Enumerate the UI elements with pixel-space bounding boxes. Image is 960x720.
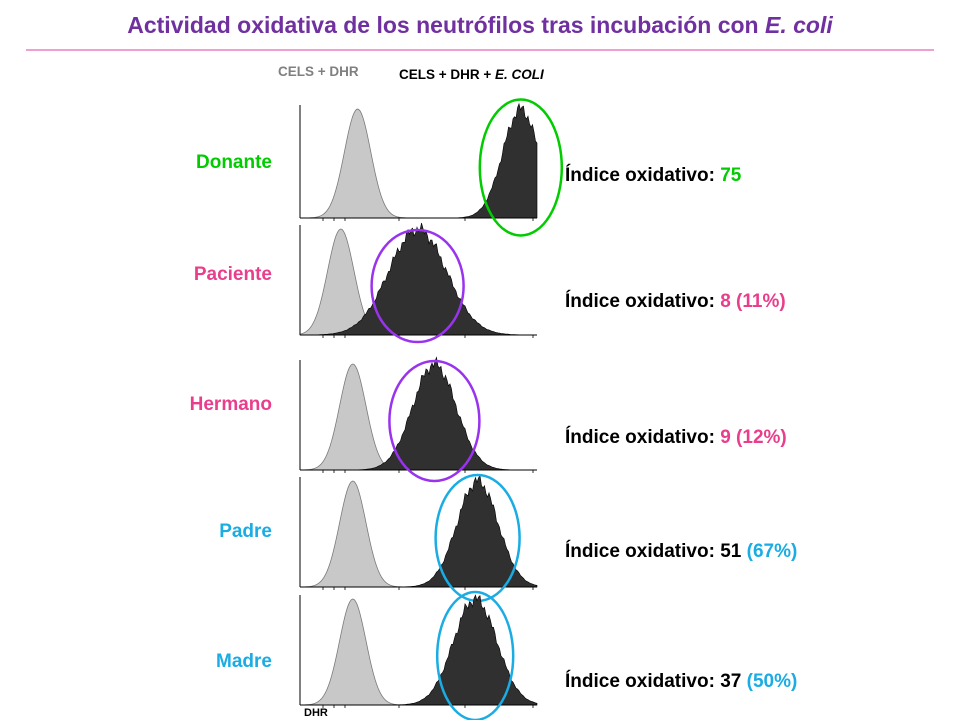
- histogram-panel: [299, 590, 538, 720]
- row-label: Donante: [196, 152, 272, 173]
- index-value: 37: [720, 671, 742, 692]
- title-underline: [26, 49, 934, 51]
- stimulated-column-header: CELS + DHR + E. COLI: [399, 67, 544, 82]
- index-value: 51: [720, 541, 742, 562]
- stim-header-text: CELS + DHR +: [399, 67, 496, 82]
- oxidative-index: Índice oxidativo: 8 (11%): [565, 291, 786, 313]
- index-prefix: Índice oxidativo:: [565, 427, 721, 448]
- dhr-axis-label: DHR: [304, 707, 328, 719]
- highlight-ellipse: [370, 228, 465, 344]
- oxidative-index: Índice oxidativo: 9 (12%): [565, 427, 787, 449]
- row-label: Madre: [216, 651, 272, 672]
- histogram-panel: [299, 473, 538, 603]
- index-prefix: Índice oxidativo:: [565, 165, 721, 186]
- index-prefix: Índice oxidativo:: [565, 541, 721, 562]
- control-column-header: CELS + DHR: [278, 64, 359, 79]
- histogram-panel: [299, 356, 537, 483]
- index-prefix: Índice oxidativo:: [565, 671, 721, 692]
- index-percent: (11%): [730, 291, 786, 312]
- index-value: 75: [720, 165, 742, 186]
- oxidative-index: Índice oxidativo: 37 (50%): [565, 671, 797, 693]
- index-value: 8: [720, 291, 731, 312]
- row-label: Padre: [219, 521, 272, 542]
- index-percent: (50%): [741, 671, 798, 692]
- title-text: Actividad oxidativa de los neutrófilos t…: [127, 12, 765, 38]
- index-percent: (12%): [730, 427, 787, 448]
- index-percent: (67%): [741, 541, 798, 562]
- title-italic: E. coli: [764, 12, 833, 38]
- highlight-ellipse: [435, 590, 515, 720]
- row-label: Hermano: [189, 394, 272, 415]
- index-value: 9: [720, 427, 731, 448]
- histogram-panel: [299, 98, 564, 237]
- highlight-ellipse: [478, 98, 564, 237]
- index-prefix: Índice oxidativo:: [565, 291, 721, 312]
- highlight-ellipse: [388, 359, 481, 483]
- oxidative-index: Índice oxidativo: 75: [565, 165, 741, 187]
- stim-header-italic: E. COLI: [495, 67, 544, 82]
- row-label: Paciente: [193, 264, 272, 285]
- oxidative-index: Índice oxidativo: 51 (67%): [565, 541, 797, 563]
- slide-title: Actividad oxidativa de los neutrófilos t…: [0, 12, 960, 39]
- histogram-panel: [299, 222, 537, 344]
